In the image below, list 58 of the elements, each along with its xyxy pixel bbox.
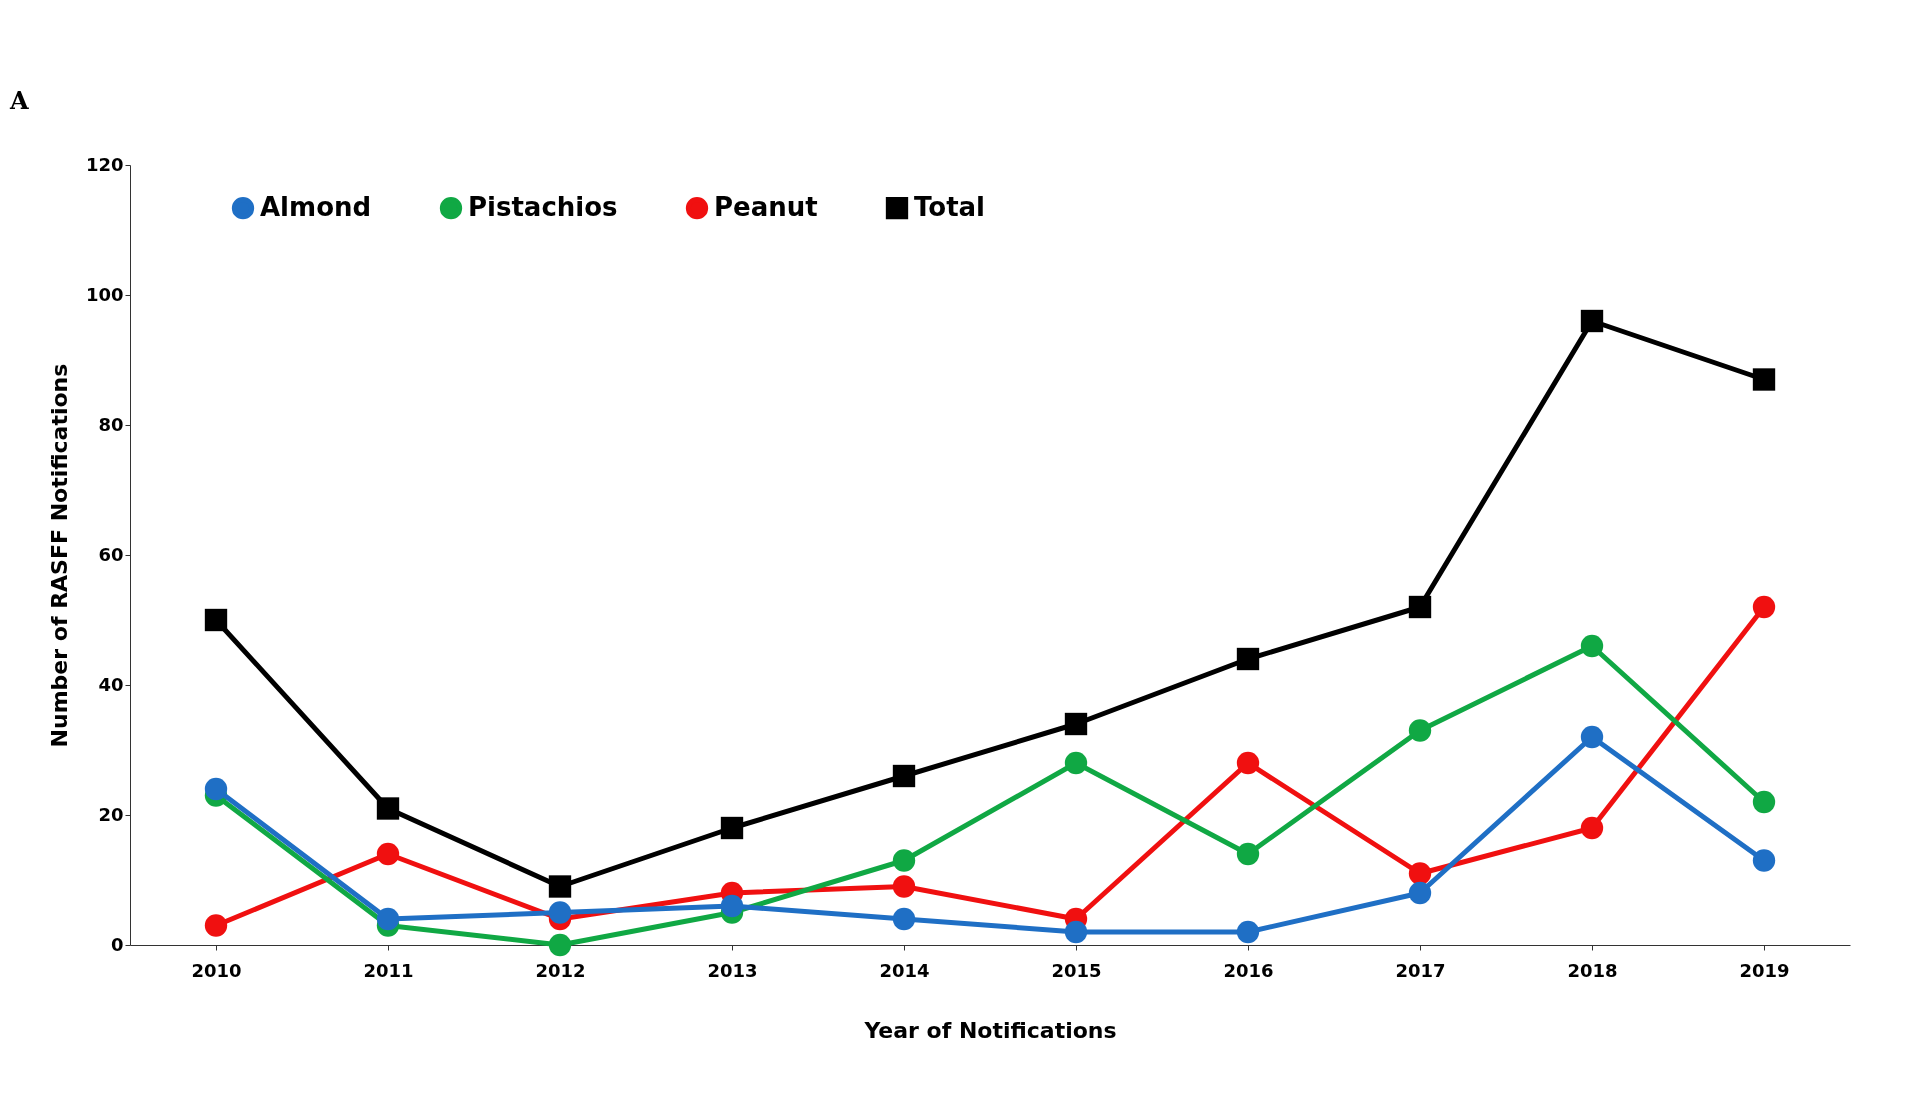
point — [1236, 751, 1260, 775]
x-tick-label: 2011 — [363, 959, 414, 981]
legend-label: Almond — [260, 192, 372, 223]
point — [1064, 751, 1088, 775]
point — [1236, 647, 1260, 671]
text: A — [9, 86, 29, 115]
x-tick-label: 2019 — [1739, 959, 1790, 981]
y-tick-label: 0 — [110, 933, 124, 955]
point — [1752, 595, 1776, 619]
y-axis-title: Number of RASFF Notifications — [46, 363, 72, 748]
point — [720, 894, 744, 918]
x-tick-label: 2016 — [1223, 959, 1274, 981]
point — [1408, 881, 1432, 905]
legend-label: Peanut — [714, 192, 818, 223]
point — [1580, 309, 1604, 333]
point — [720, 816, 744, 840]
point — [1580, 725, 1604, 749]
x-tick-label: 2013 — [707, 959, 758, 981]
point — [892, 764, 916, 788]
point — [1408, 719, 1432, 742]
point — [204, 777, 228, 801]
point — [1580, 816, 1604, 840]
y-tick-label: 40 — [98, 673, 124, 695]
point — [1408, 595, 1432, 619]
point — [1752, 849, 1776, 872]
x-axis-title: Year of Notifications — [863, 1017, 1117, 1043]
point — [892, 849, 916, 872]
point — [1236, 842, 1260, 866]
point — [1064, 712, 1088, 736]
point — [1580, 634, 1604, 658]
y-tick-label: 100 — [85, 283, 124, 305]
point — [376, 842, 400, 866]
point — [1064, 920, 1088, 944]
point — [892, 875, 916, 898]
point — [1752, 368, 1776, 391]
x-tick-label: 2010 — [191, 959, 242, 981]
point — [1236, 920, 1260, 944]
y-tick-label: 60 — [98, 543, 124, 565]
y-tick-label: 120 — [85, 153, 124, 175]
x-tick-label: 2018 — [1567, 959, 1618, 981]
point — [204, 608, 228, 632]
y-tick-label: 20 — [98, 803, 124, 825]
point — [1752, 790, 1776, 814]
x-tick-label: 2012 — [535, 959, 586, 981]
legend-label: Pistachios — [468, 192, 618, 223]
point — [548, 875, 572, 898]
point — [376, 907, 400, 931]
point — [376, 797, 400, 820]
point — [1408, 862, 1432, 885]
x-tick-label: 2014 — [879, 959, 930, 981]
point — [204, 914, 228, 937]
y-tick-label: 80 — [98, 413, 124, 435]
x-tick-label: 2017 — [1395, 959, 1446, 981]
x-tick-label: 2015 — [1051, 959, 1102, 981]
point — [548, 901, 572, 924]
point — [548, 933, 572, 957]
point — [892, 907, 916, 931]
legend-label: Total — [914, 192, 986, 223]
